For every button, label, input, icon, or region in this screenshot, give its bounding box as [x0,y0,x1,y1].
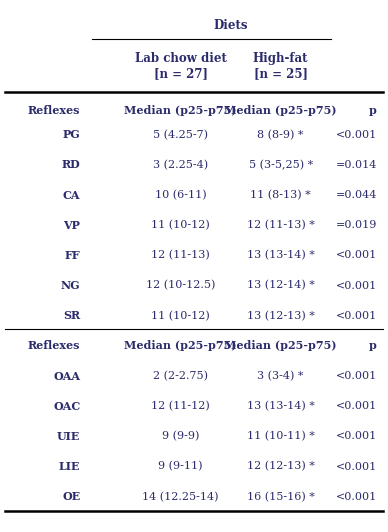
Text: VP: VP [64,220,80,231]
Text: RD: RD [62,160,80,170]
Text: Median (p25-p75): Median (p25-p75) [124,340,237,352]
Text: <0.001: <0.001 [336,462,377,471]
Text: <0.001: <0.001 [336,130,377,140]
Text: CA: CA [63,189,80,201]
Text: <0.001: <0.001 [336,251,377,261]
Text: Reflexes: Reflexes [28,340,80,352]
Text: Median (p25-p75): Median (p25-p75) [224,105,337,117]
Text: 2 (2-2.75): 2 (2-2.75) [153,371,208,381]
Text: 14 (12.25-14): 14 (12.25-14) [142,492,219,502]
Text: 12 (11-12): 12 (11-12) [151,401,210,411]
Text: <0.001: <0.001 [336,401,377,411]
Text: <0.001: <0.001 [336,492,377,502]
Text: 13 (13-14) *: 13 (13-14) * [247,401,315,411]
Text: 13 (12-14) *: 13 (12-14) * [247,280,315,290]
Text: 9 (9-11): 9 (9-11) [158,461,203,472]
Text: NG: NG [61,280,80,291]
Text: OE: OE [62,491,80,502]
Text: Lab chow diet
[n = 27]: Lab chow diet [n = 27] [135,52,227,80]
Text: 11 (10-11) *: 11 (10-11) * [247,431,315,442]
Text: <0.001: <0.001 [336,280,377,290]
Text: Reflexes: Reflexes [28,105,80,117]
Text: p: p [369,340,377,352]
Text: FF: FF [65,250,80,261]
Text: 5 (3-5,25) *: 5 (3-5,25) * [249,160,313,170]
Text: UIE: UIE [57,431,80,442]
Text: Median (p25-p75): Median (p25-p75) [224,340,337,352]
Text: 12 (10-12.5): 12 (10-12.5) [146,280,215,290]
Text: 10 (6-11): 10 (6-11) [155,190,206,200]
Text: Diets: Diets [213,19,248,32]
Text: 11 (10-12): 11 (10-12) [151,220,210,230]
Text: OAC: OAC [53,401,80,412]
Text: 8 (8-9) *: 8 (8-9) * [257,130,304,140]
Text: =0.044: =0.044 [336,190,377,200]
Text: 12 (12-13) *: 12 (12-13) * [247,461,315,472]
Text: 3 (2.25-4): 3 (2.25-4) [153,160,208,170]
Text: 11 (10-12): 11 (10-12) [151,311,210,321]
Text: <0.001: <0.001 [336,311,377,321]
Text: 12 (11-13): 12 (11-13) [151,250,210,261]
Text: <0.001: <0.001 [336,431,377,442]
Text: 9 (9-9): 9 (9-9) [162,431,199,442]
Text: p: p [369,105,377,117]
Text: 5 (4.25-7): 5 (4.25-7) [153,130,208,140]
Text: PG: PG [62,129,80,140]
Text: High-fat
[n = 25]: High-fat [n = 25] [253,52,308,80]
Text: Median (p25-p75): Median (p25-p75) [124,105,237,117]
Text: SR: SR [63,310,80,321]
Text: =0.019: =0.019 [336,220,377,230]
Text: 13 (12-13) *: 13 (12-13) * [247,311,315,321]
Text: 12 (11-13) *: 12 (11-13) * [247,220,315,230]
Text: =0.014: =0.014 [336,160,377,170]
Text: 13 (13-14) *: 13 (13-14) * [247,250,315,261]
Text: LIE: LIE [59,461,80,472]
Text: 16 (15-16) *: 16 (15-16) * [247,492,315,502]
Text: 3 (3-4) *: 3 (3-4) * [257,371,304,381]
Text: <0.001: <0.001 [336,371,377,381]
Text: 11 (8-13) *: 11 (8-13) * [250,190,311,200]
Text: OAA: OAA [54,371,80,381]
